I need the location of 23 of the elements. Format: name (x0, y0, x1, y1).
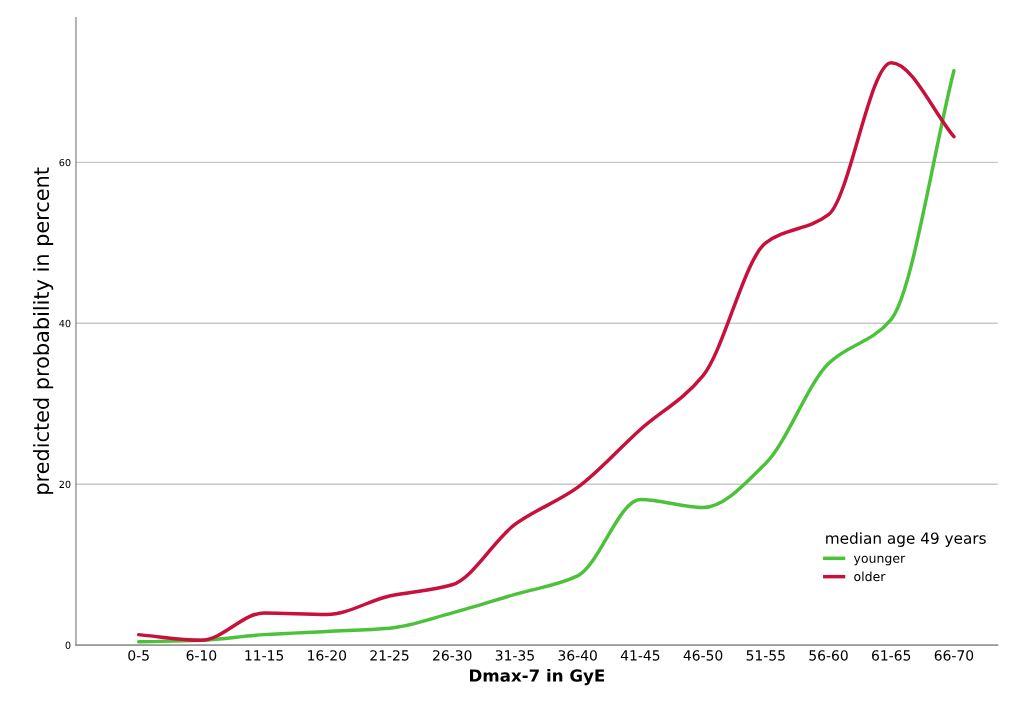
x-tick-label: 21-25 (370, 650, 409, 661)
y-tick-label: 20 (59, 480, 71, 489)
legend-title: median age 49 years (826, 532, 986, 547)
x-tick-label: 0-5 (128, 650, 149, 661)
x-tick-label: 61-65 (871, 650, 911, 661)
y-tick-label: 0 (65, 641, 71, 649)
y-axis-title: predicted probability in percent (33, 167, 54, 494)
x-tick-label: 56-60 (809, 650, 848, 661)
legend-label: younger (853, 555, 906, 566)
x-tick-label: 51-55 (746, 650, 785, 661)
x-tick-label: 31-35 (495, 650, 534, 661)
x-tick-label: 11-15 (245, 650, 284, 661)
y-tick-label: 40 (59, 319, 71, 328)
x-tick-label: 41-45 (620, 650, 660, 661)
x-tick-label: 6-10 (186, 650, 217, 661)
legend-label: older (854, 571, 886, 582)
x-tick-label: 36-40 (558, 650, 597, 661)
y-tick-label: 60 (59, 158, 71, 167)
x-tick-label: 66-70 (934, 650, 974, 661)
x-tick-label: 26-30 (433, 650, 472, 661)
x-axis-title: Dmax-7 in GyE (470, 668, 605, 686)
x-tick-label: 46-50 (683, 650, 723, 661)
x-tick-label: 16-20 (308, 650, 347, 661)
